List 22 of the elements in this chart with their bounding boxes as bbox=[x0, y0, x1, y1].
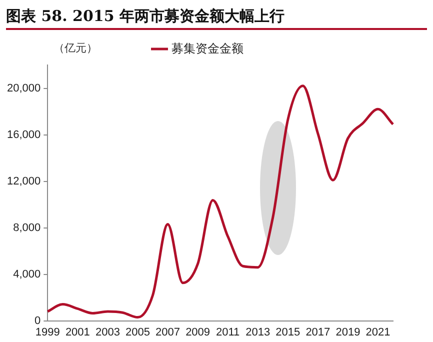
y-axis-title: （亿元） bbox=[54, 41, 98, 54]
x-tick-label: 2011 bbox=[216, 326, 240, 338]
x-tick-label: 2007 bbox=[156, 326, 180, 338]
legend-label: 募集资金金额 bbox=[172, 41, 244, 56]
y-tick-label: 20,000 bbox=[6, 82, 41, 94]
chart-title: 图表 58. 2015 年两市募资金额大幅上行 bbox=[6, 4, 427, 30]
y-tick-label: 8,000 bbox=[13, 222, 41, 234]
x-tick-label: 2001 bbox=[65, 326, 90, 338]
y-tick-label: 0 bbox=[34, 314, 41, 327]
x-tick-label: 2015 bbox=[276, 326, 300, 338]
y-tick-label: 16,000 bbox=[6, 128, 41, 141]
x-tick-label: 2005 bbox=[125, 326, 150, 338]
x-tick-label: 2013 bbox=[246, 326, 270, 338]
line-series bbox=[46, 84, 394, 319]
x-tick-label: 2003 bbox=[95, 326, 120, 338]
x-tick-label: 2009 bbox=[186, 326, 210, 338]
x-tick-label: 1999 bbox=[35, 326, 60, 338]
y-tick-label: 4,000 bbox=[13, 268, 41, 280]
y-tick-label: 12,000 bbox=[6, 175, 41, 188]
x-tick-label: 2021 bbox=[366, 326, 390, 338]
x-tick-label: 2017 bbox=[306, 326, 330, 338]
x-tick-label: 2019 bbox=[336, 326, 360, 338]
